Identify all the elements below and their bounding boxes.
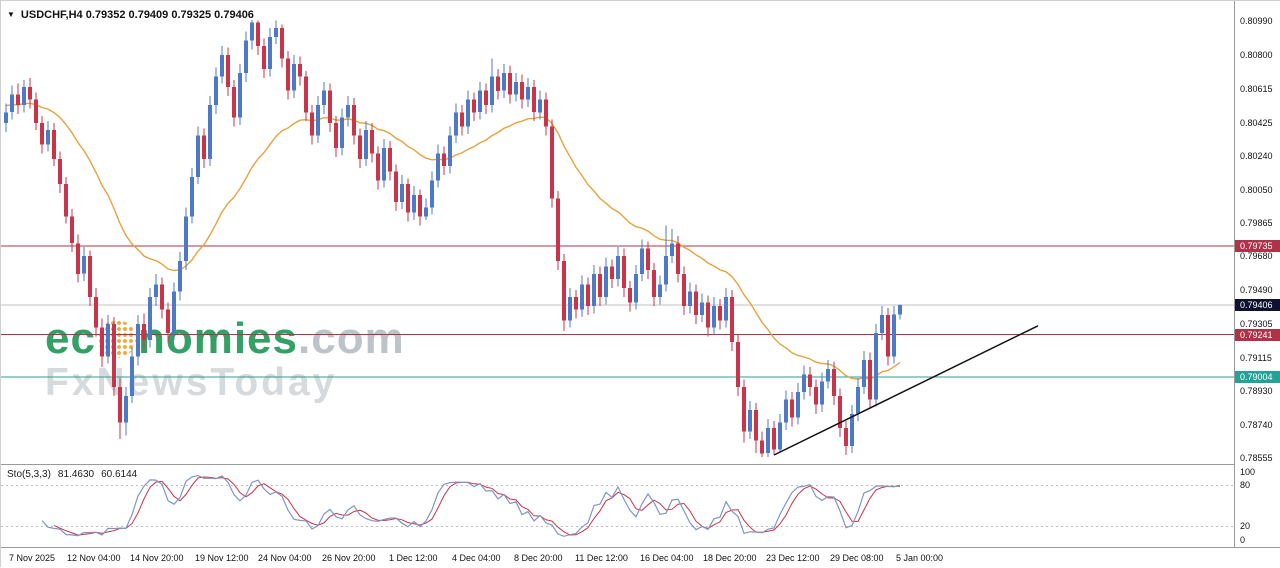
time-axis-label: 23 Dec 12:00 [766,553,820,563]
price-tick: 0.78740 [1240,420,1273,431]
level-price-badge: 0.79241 [1235,328,1280,341]
price-tick: 0.80240 [1240,150,1273,161]
price-tick: 0.79680 [1240,251,1273,262]
level-price-badge: 0.79004 [1235,371,1280,384]
symbol-ohlc-text: USDCHF,H4 0.79352 0.79409 0.79325 0.7940… [20,9,254,21]
time-axis-label: 8 Dec 20:00 [514,553,563,563]
time-axis-label: 12 Nov 04:00 [67,553,121,563]
stochastic-canvas[interactable] [1,466,1234,546]
price-tick: 0.79865 [1240,218,1273,229]
symbol-dropdown-icon[interactable]: ▼ [7,10,15,19]
time-axis-label: 7 Nov 2025 [9,553,56,563]
indicator-scale-label: 20 [1240,520,1251,531]
indicator-name: Sto(5,3,3) [7,469,51,480]
dotted-globe-logo-icon [97,320,136,358]
time-axis-label: 29 Dec 08:00 [830,553,884,563]
stochastic-panel[interactable]: Sto(5,3,3) 81.4630 60.6144 [1,464,1234,546]
time-axis-label: 24 Nov 04:00 [258,553,312,563]
indicator-label: Sto(5,3,3) 81.4630 60.6144 [7,469,137,480]
time-axis-label: 1 Dec 12:00 [389,553,438,563]
stochastic-main-line [41,474,901,537]
trend-line[interactable] [773,325,1039,456]
indicator-scale-label: 0 [1240,534,1246,545]
price-scale[interactable]: 0.80990 0.80800 0.80615 0.80425 0.80240 0.800… [1234,1,1280,547]
price-tick: 0.80050 [1240,184,1273,195]
watermark-brand-suffix: .com [298,314,405,363]
symbol-ohlc-header: ▼ USDCHF,H4 0.79352 0.79409 0.79325 0.79… [7,9,254,21]
time-axis-label: 4 Dec 04:00 [452,553,501,563]
candlestick-chart-canvas[interactable] [1,1,1234,464]
current-price-badge: 0.79406 [1235,299,1280,311]
price-tick: 0.80800 [1240,50,1273,61]
indicator-signal-value: 60.6144 [101,469,138,480]
price-tick: 0.80990 [1240,16,1273,27]
price-tick: 0.79490 [1240,285,1273,296]
indicator-scale-label: 80 [1240,480,1251,491]
time-axis-label: 14 Nov 20:00 [130,553,184,563]
time-axis[interactable]: 7 Nov 2025 12 Nov 04:00 14 Nov 20:00 19 Nov… [1,547,1280,568]
time-axis-label: 16 Dec 04:00 [640,553,694,563]
time-axis-label: 26 Nov 20:00 [322,553,376,563]
watermark: ec nomies .com FxNewsToday [45,317,405,404]
indicator-main-value: 81.4630 [57,469,95,480]
time-axis-label: 19 Nov 12:00 [195,553,249,563]
watermark-brand: ec nomies .com [45,317,405,361]
price-tick: 0.78555 [1240,453,1273,464]
time-axis-label: 11 Dec 12:00 [575,553,628,563]
time-axis-label: 18 Dec 20:00 [703,553,757,563]
price-tick: 0.79115 [1240,352,1272,363]
watermark-brand-part2: nomies [137,314,298,363]
watermark-brand-part1: ec [45,314,96,363]
price-tick: 0.80615 [1240,83,1273,94]
price-tick: 0.78930 [1240,385,1273,396]
indicator-scale-label: 100 [1240,466,1256,477]
moving-average-line[interactable] [5,102,901,380]
price-tick: 0.79305 [1240,318,1273,329]
time-axis-label: 5 Jan 00:00 [896,553,944,563]
watermark-subbrand: FxNewsToday [45,361,338,404]
price-tick: 0.80425 [1240,117,1273,128]
main-chart-area[interactable]: ec nomies .com FxNewsToday ▼ USDCHF,H4 0… [1,1,1234,464]
level-price-badge: 0.79735 [1235,239,1280,252]
